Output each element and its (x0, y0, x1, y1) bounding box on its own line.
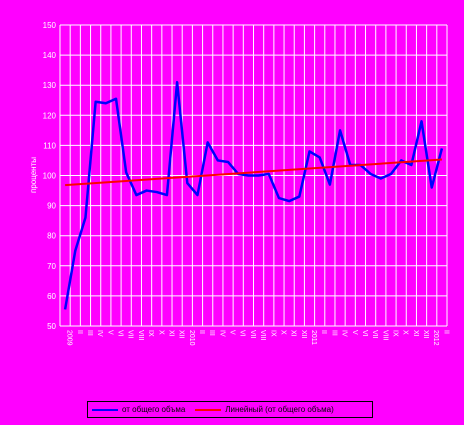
x-tick-label: VI (117, 330, 124, 337)
x-tick-label: XII (422, 330, 429, 339)
x-tick-label: III (86, 330, 93, 336)
x-tick-label: II (320, 330, 327, 334)
x-tick-label: IV (96, 330, 103, 337)
x-tick-label: XII (178, 330, 185, 339)
y-tick-label: 130 (43, 81, 57, 90)
series-lines (63, 80, 444, 310)
y-tick-labels: 50 60 70 80 90 100 110 120 130 140 150 (43, 21, 57, 331)
x-tick-label: XI (167, 330, 174, 337)
x-tick-label: 2010 (188, 330, 195, 346)
x-tick-label: V (351, 330, 358, 335)
x-tick-label: VII (127, 330, 134, 339)
trend-line (65, 158, 442, 187)
x-tick-label: IX (147, 330, 154, 337)
legend-label-trend: Линейный (от общего объма) (225, 405, 334, 414)
x-tick-label: XII (300, 330, 307, 339)
legend-swatch-blue (92, 408, 118, 411)
x-tick-label: IV (341, 330, 348, 337)
legend-item-trend: Линейный (от общего объма) (195, 405, 334, 414)
x-tick-label: XI (412, 330, 419, 337)
x-tick-label: X (402, 330, 409, 335)
x-tick-label: VIII (259, 330, 266, 341)
y-tick-label: 120 (43, 111, 57, 120)
legend-swatch-red (195, 408, 222, 411)
y-axis-label: проценты (29, 157, 38, 193)
x-tick-label: V (106, 330, 113, 335)
x-tick-label: 2009 (66, 330, 73, 346)
x-tick-label: II (198, 330, 205, 334)
x-tick-label: II (442, 330, 449, 334)
y-tick-label: 80 (47, 232, 56, 241)
x-tick-label: X (279, 330, 286, 335)
x-tick-label: IX (391, 330, 398, 337)
x-tick-label: IV (218, 330, 225, 337)
y-tick-label: 50 (47, 322, 56, 331)
x-tick-label: IX (269, 330, 276, 337)
legend-label-series: от общего объма (122, 405, 186, 414)
x-tick-label: 2011 (310, 330, 317, 345)
x-tick-label: VI (361, 330, 368, 337)
x-tick-label: 2012 (432, 330, 439, 346)
x-tick-label: VII (249, 330, 256, 339)
y-tick-label: 100 (43, 172, 57, 181)
x-tick-label: X (157, 330, 164, 335)
x-tick-label: VI (239, 330, 246, 337)
x-tick-labels: 2009 II III IV V VI VII VIII IX X XI XII 2010 II III IV… (66, 330, 450, 346)
x-tick-label: II (76, 330, 83, 334)
y-tick-label: 140 (43, 51, 57, 60)
y-tick-label: 150 (43, 21, 57, 30)
x-tick-label: XI (290, 330, 297, 337)
x-tick-label: VIII (381, 330, 388, 341)
y-tick-label: 110 (43, 141, 56, 150)
legend-item-series: от общего объма (92, 405, 185, 414)
x-tick-label: VII (371, 330, 378, 339)
x-tick-label: VIII (137, 330, 144, 341)
legend: от общего объма Линейный (от общего объм… (87, 401, 373, 418)
y-tick-label: 60 (47, 292, 56, 301)
y-tick-label: 90 (47, 202, 56, 211)
x-tick-label: III (330, 330, 337, 336)
series-line-main (63, 80, 444, 310)
x-tick-label: III (208, 330, 215, 336)
y-tick-label: 70 (47, 262, 56, 271)
x-tick-label: V (229, 330, 236, 335)
